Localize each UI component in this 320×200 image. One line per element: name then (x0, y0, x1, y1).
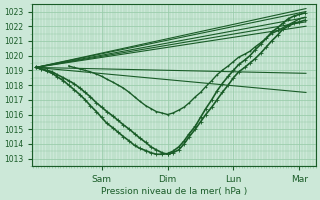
X-axis label: Pression niveau de la mer( hPa ): Pression niveau de la mer( hPa ) (101, 187, 247, 196)
